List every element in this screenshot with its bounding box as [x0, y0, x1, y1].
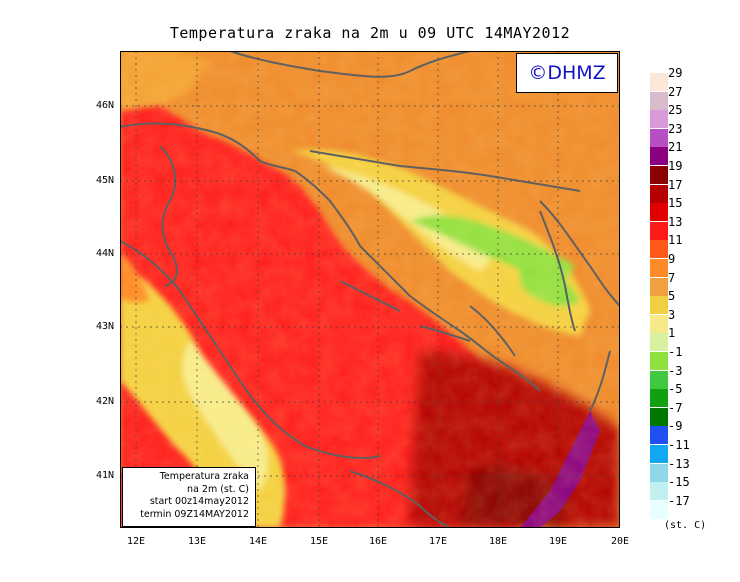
legend-swatch: [650, 259, 668, 277]
lat-label: 41N: [95, 470, 114, 481]
legend-swatch: [650, 203, 668, 222]
info-line: Temperatura zraka: [159, 471, 249, 482]
legend-swatch: [650, 296, 668, 315]
legend-label: 13: [668, 214, 683, 229]
legend-swatch: [650, 445, 668, 463]
info-box: Temperatura zraka na 2m (st. C) start 00…: [122, 467, 256, 527]
legend-label: 21: [668, 140, 683, 155]
legend-swatch: [650, 482, 668, 501]
legend-swatch: [650, 463, 668, 482]
legend-swatch: [650, 128, 668, 147]
legend-label: -13: [668, 456, 690, 471]
legend-swatch: [650, 91, 668, 110]
lat-label: 46N: [95, 100, 114, 111]
legend-swatch: [650, 352, 668, 370]
legend-label: -11: [668, 438, 690, 452]
legend-label: 15: [668, 196, 683, 211]
legend-swatch: [650, 500, 668, 519]
lon-label: 14E: [248, 536, 268, 547]
legend-swatch: [650, 426, 668, 445]
legend-swatch: [650, 314, 668, 333]
info-line: termin 09Z14MAY2012: [140, 508, 249, 520]
legend-label: 23: [668, 121, 683, 136]
legend-swatch: [650, 277, 668, 296]
legend-label: 19: [668, 159, 683, 173]
map-title: Temperatura zraka na 2m u 09 UTC 14MAY20…: [169, 24, 571, 42]
legend-swatch: [650, 221, 668, 240]
lon-label: 16E: [368, 536, 388, 547]
graticule: [120, 51, 620, 528]
legend-label: 27: [668, 84, 683, 99]
legend-swatch: [650, 147, 668, 166]
map-frame: [120, 51, 620, 528]
info-line: na 2m (st. C): [187, 483, 249, 495]
lon-label: 15E: [309, 536, 329, 547]
legend-swatch: [650, 370, 668, 389]
lon-label: 13E: [187, 536, 207, 547]
legend-label: 17: [668, 177, 683, 192]
legend-label: -9: [668, 419, 683, 434]
legend-swatch: [650, 407, 668, 426]
legend-label: 1: [668, 326, 676, 341]
texture-overlay: [120, 51, 620, 528]
legend-swatch: [650, 166, 668, 184]
legend-label: -7: [668, 400, 683, 415]
lat-label: 44N: [95, 248, 114, 259]
legend-label: 3: [668, 307, 676, 322]
map-field: [120, 51, 620, 528]
legend-swatch: [650, 333, 668, 352]
lon-label: 18E: [488, 536, 508, 547]
info-line: start 00z14may2012: [149, 496, 249, 507]
legend-label: 5: [668, 289, 676, 304]
legend-label: -5: [668, 382, 683, 397]
legend-label: 25: [668, 103, 683, 118]
lon-label: 20E: [610, 536, 630, 547]
legend-swatch: [650, 389, 668, 408]
legend-swatch: [650, 73, 668, 91]
legend-label: 29: [668, 66, 683, 80]
legend-swatch: [650, 184, 668, 203]
lon-label: 12E: [126, 536, 146, 547]
temperature-map: [120, 51, 620, 528]
dhmz-logo: ©DHMZ: [516, 53, 618, 93]
legend-label: -17: [668, 493, 690, 508]
legend-label: 11: [668, 233, 683, 248]
lat-label: 43N: [95, 321, 114, 332]
lat-label: 45N: [95, 175, 114, 186]
lat-label: 42N: [95, 396, 114, 407]
coastlines: [120, 51, 620, 528]
lon-label: 19E: [548, 536, 568, 547]
legend-swatch: [650, 110, 668, 129]
legend-label: -15: [668, 475, 690, 490]
legend-label: 7: [668, 270, 676, 285]
lon-label: 17E: [428, 536, 448, 547]
legend-label: 9: [668, 252, 676, 266]
legend-label: -1: [668, 345, 683, 359]
legend-label: -3: [668, 363, 683, 378]
legend-unit: (st. C): [664, 520, 707, 531]
legend-swatch: [650, 240, 668, 259]
